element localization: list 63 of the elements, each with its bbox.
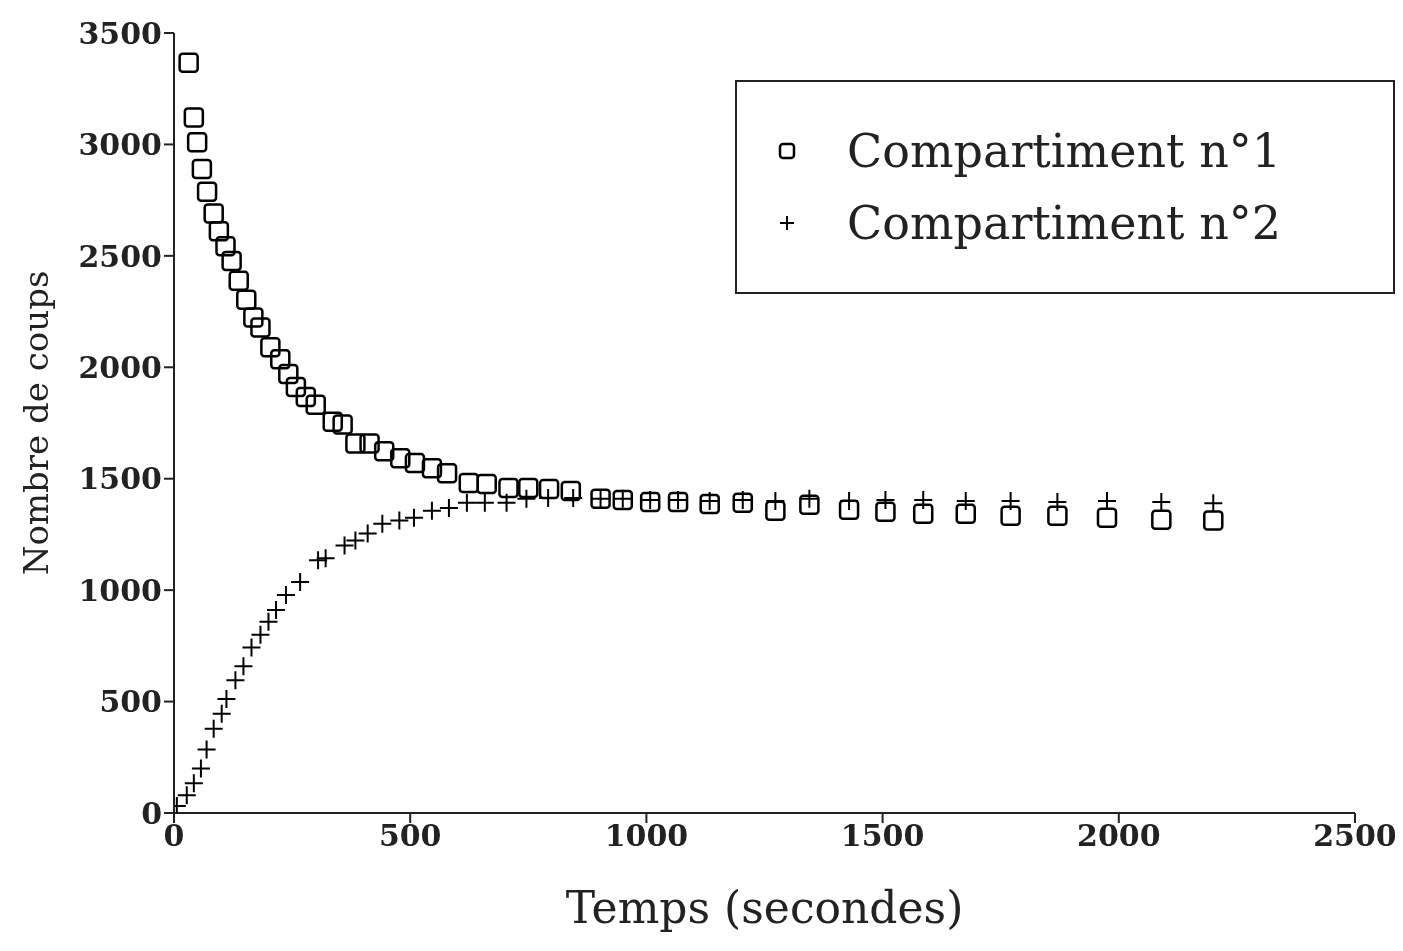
point xyxy=(518,477,539,499)
point xyxy=(912,503,934,524)
y-tick-label: 2000 xyxy=(78,349,162,385)
point xyxy=(538,478,560,500)
x-tick-label: 1000 xyxy=(604,818,689,854)
point xyxy=(390,447,411,469)
point xyxy=(270,349,291,370)
y-tick-label: 1000 xyxy=(78,572,162,608)
point xyxy=(203,203,224,224)
point xyxy=(236,289,257,311)
y-tick-label: 0 xyxy=(141,795,162,831)
point xyxy=(436,462,458,484)
point xyxy=(278,363,299,385)
point xyxy=(955,503,976,524)
point xyxy=(183,107,205,128)
point xyxy=(196,181,218,202)
point xyxy=(345,433,366,454)
point xyxy=(332,414,353,435)
point xyxy=(250,317,271,338)
point xyxy=(373,441,395,462)
point xyxy=(305,394,326,415)
point xyxy=(285,376,307,398)
point xyxy=(498,477,519,499)
point xyxy=(1203,510,1224,531)
point xyxy=(260,336,281,358)
y-tick-label: 500 xyxy=(99,684,162,720)
legend-label: Compartiment n°2 xyxy=(847,196,1282,250)
point xyxy=(1151,509,1172,530)
point xyxy=(875,501,896,522)
x-tick-label: 1500 xyxy=(840,818,925,854)
point xyxy=(186,131,208,153)
y-tick-label: 2500 xyxy=(78,238,162,274)
point xyxy=(476,473,497,495)
point xyxy=(1000,505,1021,526)
point xyxy=(359,433,380,454)
y-tick-label: 3500 xyxy=(78,15,162,51)
x-tick-label: 0 xyxy=(163,818,185,854)
x-tick-label: 2500 xyxy=(1313,818,1397,854)
point xyxy=(458,472,480,494)
point xyxy=(404,452,426,474)
point xyxy=(208,221,230,242)
point xyxy=(560,480,582,502)
point xyxy=(243,307,264,328)
legend-label: Compartiment n°1 xyxy=(847,124,1282,178)
y-tick-label: 3000 xyxy=(78,127,162,163)
x-tick-label: 500 xyxy=(378,818,442,854)
y-axis-title: Nombre de coups xyxy=(16,270,57,576)
point xyxy=(765,500,786,522)
point xyxy=(1096,507,1118,528)
point xyxy=(178,52,199,74)
y-tick-label: 1500 xyxy=(78,461,162,497)
point xyxy=(215,236,236,257)
point xyxy=(295,386,317,408)
x-tick-label: 2000 xyxy=(1077,818,1161,854)
point xyxy=(799,494,820,516)
point xyxy=(838,499,860,520)
point xyxy=(228,270,249,292)
point xyxy=(191,158,213,180)
point xyxy=(421,457,443,479)
point xyxy=(221,250,242,272)
x-axis-title: Temps (secondes) xyxy=(565,882,964,933)
point xyxy=(1047,505,1068,526)
point xyxy=(322,411,343,432)
